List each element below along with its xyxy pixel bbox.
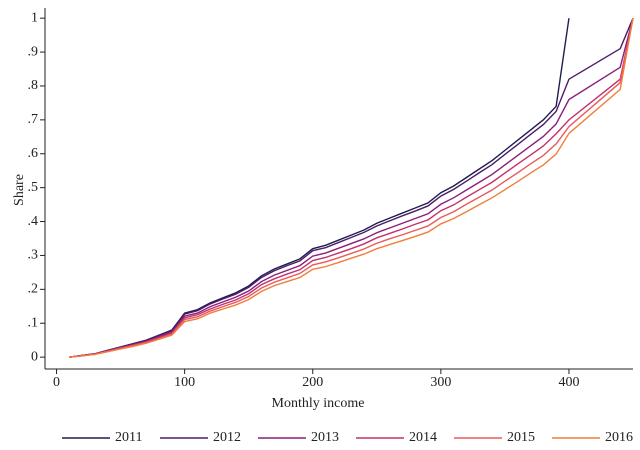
series-line [69,18,570,358]
legend-label: 2012 [213,430,241,445]
series-line [69,18,634,358]
y-tick-label: .9 [28,44,39,59]
series-line [69,17,634,358]
x-tick-label: 400 [558,375,579,390]
legend-label: 2014 [409,430,437,445]
legend-label: 2013 [311,430,339,445]
y-tick-label: .5 [28,180,39,195]
x-tick-label: 100 [174,375,195,390]
y-tick-label: .1 [28,315,39,330]
series-line [69,17,634,358]
y-tick-label: .7 [28,112,39,127]
legend-label: 2011 [115,430,142,445]
series-line [69,18,634,358]
legend-label: 2015 [507,430,535,445]
y-tick-label: 1 [31,10,38,25]
y-tick-label: .8 [28,78,39,93]
y-tick-label: 0 [31,349,38,364]
x-tick-label: 0 [53,375,60,390]
y-tick-label: .4 [28,214,39,229]
x-axis-title: Monthly income [272,396,365,411]
y-tick-label: .6 [28,146,39,161]
y-axis-title: Share [12,174,27,206]
series-line [69,18,634,358]
y-tick-label: .2 [28,282,39,297]
x-tick-label: 200 [302,375,323,390]
x-tick-label: 300 [430,375,451,390]
y-tick-label: .3 [28,248,39,263]
legend-label: 2016 [605,430,633,445]
